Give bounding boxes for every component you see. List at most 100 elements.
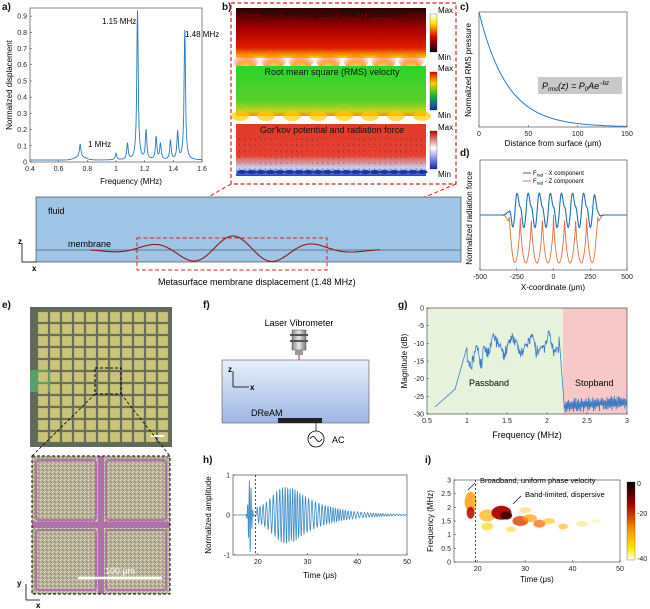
panel-b-max-3: Max (438, 123, 453, 132)
sim-z-axis: z (18, 237, 22, 246)
panel-g-xlabel: Frequency (MHz) (492, 430, 562, 440)
panel-i-annot-broadband: Broadband, uniform phase velocity (480, 476, 596, 485)
panel-a-ytick: 0.6 (17, 62, 27, 69)
panel-c-ylabel: Normalized RMS pressure (464, 23, 473, 117)
panel-d-legend-z: Frad - Z component (533, 179, 584, 186)
panel-c-xtick: 0 (477, 131, 481, 138)
panel-i-ytick: 2.5 (441, 491, 451, 498)
panel-c-xtick: 50 (524, 131, 532, 138)
panel-g-ytick: -20 (414, 376, 424, 383)
panel-d-ylabel: Normalized radiation force (465, 171, 474, 265)
panel-g-xtick: 2.5 (582, 418, 592, 425)
panel-d-legend-x: Frad - X component (533, 171, 584, 178)
dream-device (278, 418, 322, 423)
panel-b-min-3: Min (438, 170, 451, 179)
panel-i-ytick: 2 (447, 505, 451, 512)
panel-c-xlabel: Distance from surface (μm) (505, 139, 602, 148)
panel-i-colorbar (626, 481, 636, 561)
panel-d-xtick: 500 (621, 274, 633, 281)
panel-i-annot-dispersive: Band-limited, dispersive (525, 490, 605, 499)
panel-b-min-2: Min (438, 111, 451, 120)
panel-f-z-axis: z (228, 365, 232, 374)
panel-a-annot-148: 1.48 MHz (185, 30, 219, 39)
panel-i-ytick: 3 (447, 478, 451, 485)
panel-c-xtick: 150 (621, 131, 633, 138)
sim-caption: Metasurface membrane displacement (1.48 … (158, 277, 356, 287)
panel-e-y-axis: y (17, 579, 22, 588)
panel-a-annot-1: 1 MHz (88, 140, 111, 149)
panel-g-series (434, 330, 628, 413)
panel-d-xtick: -500 (473, 274, 487, 281)
panel-a-xtick: 0.4 (25, 166, 35, 173)
panel-i-ytick: 1 (447, 532, 451, 539)
panel-a-ytick: 0.2 (17, 127, 27, 134)
panel-i-xtick: 50 (616, 566, 624, 573)
panel-a-chart: 0.4 0.6 0.8 1 1.2 1.4 1.6 0 0.1 0.2 0.3 0.4 0.5 0.6 0.… (5, 7, 219, 186)
panel-i-cbar-40: -40 (637, 556, 647, 563)
panel-g-ytick: -30 (414, 412, 424, 419)
panel-b-title-pressure: Root mean square (RMS) pressure (262, 9, 402, 19)
panel-h-ytick: -1 (224, 553, 230, 560)
panel-i-ytick: 1.5 (441, 519, 451, 526)
panel-a-label: a) (2, 2, 11, 13)
sim-membrane-wave (89, 235, 380, 263)
panel-c-series (478, 11, 627, 127)
panel-e-scalebar-label: 100 μm (105, 566, 135, 576)
panel-f-device-label: DReAM (251, 408, 283, 418)
panel-h-xtick: 50 (403, 559, 411, 566)
panel-i-ytick: 0.5 (441, 546, 451, 553)
panel-a-series (30, 10, 202, 161)
panel-i-ylabel: Frequency (MHz) (426, 490, 435, 552)
panel-a-xtick: 1.4 (168, 166, 178, 173)
panel-g-xtick: 1 (465, 418, 469, 425)
panel-g-xtick: 0.5 (422, 418, 432, 425)
panel-d-xlabel: X-coordinate (μm) (521, 283, 586, 292)
panel-c-xtick: 100 (572, 131, 584, 138)
panel-i-xtick: 40 (569, 566, 577, 573)
panel-a-xtick: 1.2 (140, 166, 150, 173)
panel-a-ytick: 0.4 (17, 95, 27, 102)
panel-a-ytick: 0 (23, 160, 27, 167)
panel-i-label: i) (425, 455, 432, 466)
panel-h-series (233, 480, 408, 552)
panel-h-xtick: 30 (304, 559, 312, 566)
panel-e-label: e) (2, 300, 11, 311)
panel-g-stopband-label: Stopband (575, 378, 614, 388)
panel-a-xtick: 0.6 (54, 166, 64, 173)
panel-a-xtick: 1 (114, 166, 118, 173)
panel-i-xlabel: Time (μs) (520, 575, 554, 584)
panel-b-title-velocity: Root mean square (RMS) velocity (264, 67, 400, 77)
panel-i-cbar-20: -20 (637, 511, 647, 518)
panel-g-label: g) (398, 300, 408, 311)
panel-d-xtick: -250 (510, 274, 524, 281)
panel-a-ytick: 0.3 (17, 111, 27, 118)
panel-a-xtick: 1.6 (197, 166, 207, 173)
panel-f-vibrometer-label: Laser Vibrometer (265, 318, 334, 328)
panel-g-ytick: -5 (418, 323, 424, 330)
panel-a-ytick: 0.5 (17, 78, 27, 85)
panel-d-xtick: 0 (552, 274, 556, 281)
panel-h-xlabel: Time (μs) (303, 571, 337, 580)
panel-c-label: c) (460, 2, 469, 13)
panel-a-xlabel: Frequency (MHz) (100, 177, 162, 186)
panel-i-heatmap-cells (464, 491, 602, 533)
panel-f-water-tank (221, 359, 370, 424)
panel-h-ylabel: Normalized amplitude (204, 476, 213, 554)
panel-d-series-z (480, 214, 627, 264)
panel-h-ytick: 0 (226, 513, 230, 520)
panel-i-cbar-0: 0 (637, 481, 641, 488)
panel-g-passband-region (427, 308, 563, 414)
panel-b-min-1: Min (438, 53, 451, 62)
panel-f-x-axis: x (250, 383, 255, 392)
panel-a-annot-115: 1.15 MHz (102, 17, 136, 26)
panel-h-label: h) (203, 455, 213, 466)
sim-fluid-label: fluid (48, 206, 65, 216)
panel-a-ylabel: Normalized displacement (5, 39, 14, 130)
panel-g-xtick: 1.5 (502, 418, 512, 425)
